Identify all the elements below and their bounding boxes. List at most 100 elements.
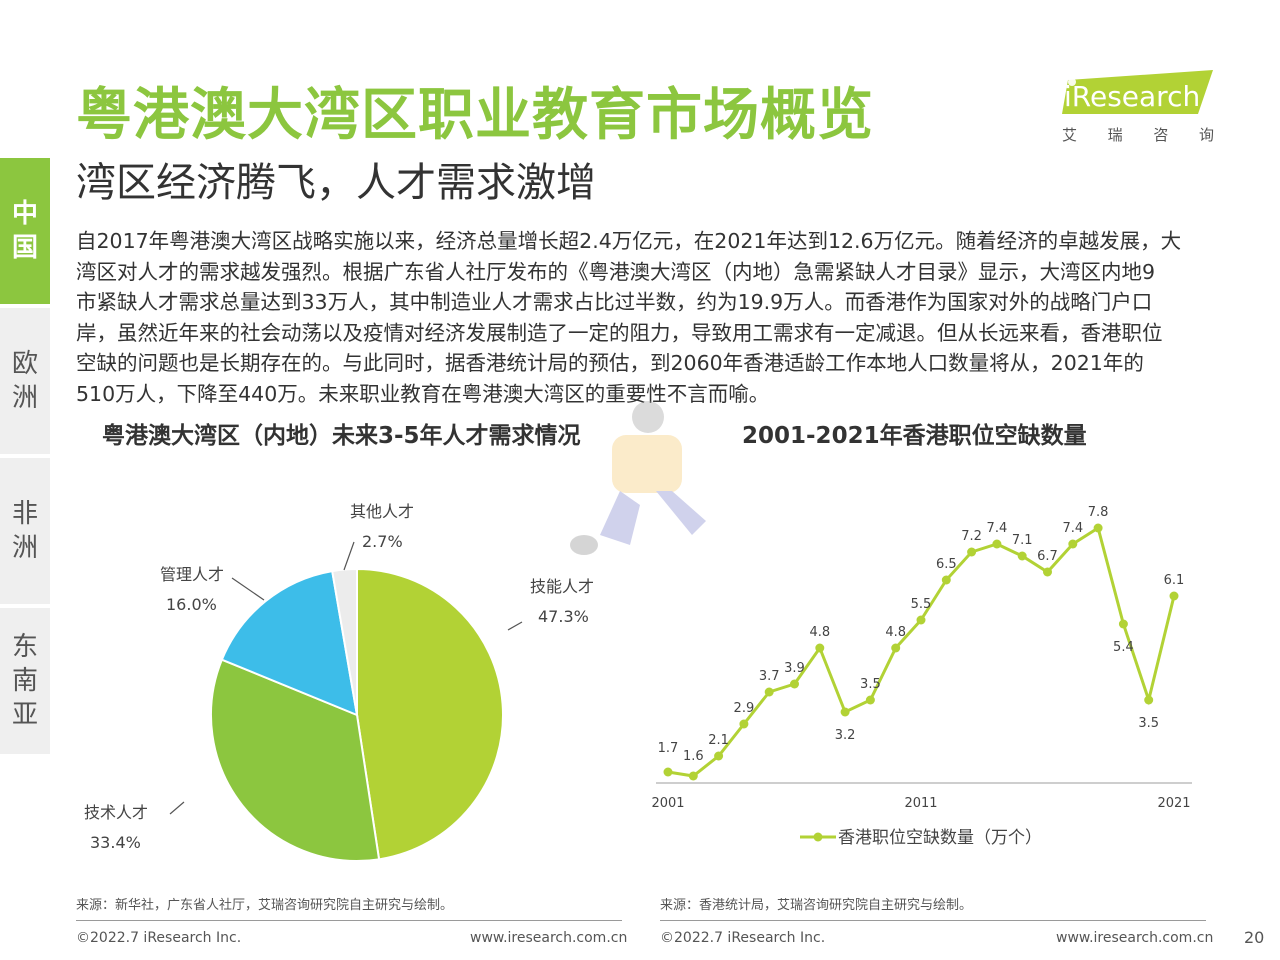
legend-label: 香港职位空缺数量（万个） (838, 828, 1042, 848)
series-point (1144, 695, 1154, 705)
logo-char: 瑞 (1107, 126, 1123, 144)
pie-value-label: 47.3% (538, 607, 589, 626)
series-point (739, 719, 749, 729)
pie-slice (220, 569, 359, 717)
running-figure-watermark (570, 401, 706, 555)
pie-value-label: 33.4% (90, 833, 141, 852)
intro-paragraph: 自2017年粤港澳大湾区战略实施以来，经济总量增长超2.4万亿元，在2021年达… (76, 226, 1216, 409)
tab-label-char: 非 (11, 499, 38, 529)
pie-slice (210, 658, 381, 862)
pie-source-note: 来源：新华社，广东省人社厅，艾瑞咨询研究院自主研究与绘制。 (76, 898, 454, 913)
pie-value-label: 16.0% (166, 595, 217, 614)
pie-leader-line (169, 801, 185, 815)
data-label: 3.5 (860, 677, 881, 692)
pie-leader-line (343, 541, 355, 571)
tab-label-char: 洲 (11, 533, 38, 563)
series-point (1118, 619, 1128, 629)
paragraph-line: 自2017年粤港澳大湾区战略实施以来，经济总量增长超2.4万亿元，在2021年达… (76, 229, 1182, 253)
data-label: 1.7 (658, 741, 679, 756)
paragraph-line: 空缺的问题也是长期存在的。与此同时，据香港统计局的预估，到2060年香港适龄工作… (76, 351, 1144, 375)
data-label: 6.7 (1037, 549, 1058, 564)
tab-label-char: 洲 (11, 383, 38, 413)
pie-category-label: 技术人才 (84, 803, 148, 822)
paragraph-line: 湾区对人才的需求越发强烈。根据广东省人社厅发布的《粤港澳大湾区（内地）急需紧缺人… (76, 259, 1156, 284)
series-point (714, 751, 724, 761)
data-label: 7.8 (1088, 505, 1109, 520)
pie-chart-title: 粤港澳大湾区（内地）未来3-5年人才需求情况 (102, 423, 581, 449)
data-label: 2.9 (734, 701, 755, 716)
copyright-right: ©2022.7 iResearch Inc. (660, 930, 826, 946)
pie-value-label: 2.7% (362, 532, 403, 551)
series-line (667, 525, 1176, 778)
tab-southeast-asia[interactable]: 东 南 亚 (0, 608, 50, 754)
series-point (1169, 591, 1179, 601)
series-point (663, 767, 673, 777)
data-label: 6.1 (1164, 573, 1185, 588)
series-point (1017, 551, 1027, 561)
tab-label-char: 亚 (11, 700, 38, 730)
line-chart-title: 2001-2021年香港职位空缺数量 (742, 423, 1087, 449)
series-point (764, 687, 774, 697)
series-point (840, 707, 850, 717)
series-point (941, 575, 951, 585)
website-link-left[interactable]: www.iresearch.com.cn (470, 930, 628, 946)
website-link-right[interactable]: www.iresearch.com.cn (1056, 930, 1214, 946)
pie-leader-line (231, 577, 265, 601)
series-point (916, 615, 926, 625)
data-label: 7.4 (1062, 521, 1083, 536)
tab-label-char: 东 (11, 632, 38, 662)
data-label: 7.1 (1012, 533, 1033, 548)
pie-chart: 技能人才 47.3% 技术人才 33.4% 管理人才 16.0% 其他人才 2.7% (84, 502, 594, 862)
data-label: 2.1 (708, 733, 729, 748)
page-title: 粤港澳大湾区职业教育市场概览 (76, 83, 874, 148)
data-label: 3.7 (759, 669, 780, 684)
pie-category-label: 技能人才 (530, 577, 594, 596)
data-label: 4.8 (885, 625, 906, 640)
data-label: 3.9 (784, 661, 805, 676)
paragraph-line: 510万人，下降至440万。未来职业教育在粤港澳大湾区的重要性不言而喻。 (76, 381, 770, 406)
page-subtitle: 湾区经济腾飞，人才需求激增 (76, 160, 596, 206)
series-point (815, 643, 825, 653)
iresearch-logo: iResearch (1062, 70, 1213, 114)
tab-label-char: 国 (11, 233, 38, 263)
data-label: 1.6 (683, 749, 704, 764)
logo-chinese: 艾 瑞 咨 询 (1062, 124, 1214, 145)
data-label: 3.5 (1138, 716, 1159, 731)
page-number: 20 (1244, 928, 1265, 947)
region-sidebar: 中 国 欧 洲 非 洲 东 南 亚 (0, 158, 50, 758)
data-label: 7.2 (961, 529, 982, 544)
data-label: 7.4 (987, 521, 1008, 536)
copyright-left: ©2022.7 iResearch Inc. (76, 930, 242, 946)
pie-slice (356, 567, 504, 861)
series-point (1093, 523, 1103, 533)
footer-divider-right (660, 920, 1206, 921)
series-point (1068, 539, 1078, 549)
x-tick-label: 2001 (651, 796, 684, 811)
data-label: 3.2 (835, 728, 856, 743)
logo-char: 艾 (1062, 126, 1078, 144)
pie-category-label: 管理人才 (160, 565, 224, 584)
series-point (891, 643, 901, 653)
tab-europe[interactable]: 欧 洲 (0, 308, 50, 454)
footer-divider-left (76, 920, 622, 921)
data-label: 5.4 (1113, 640, 1134, 655)
tab-africa[interactable]: 非 洲 (0, 458, 50, 604)
logo-char: 咨 (1153, 126, 1169, 144)
series-point (992, 539, 1002, 549)
series-point (790, 679, 799, 689)
pie-leader-line (507, 621, 523, 631)
tab-china[interactable]: 中 国 (0, 158, 50, 304)
series-point (865, 695, 875, 705)
data-label: 6.5 (936, 557, 957, 572)
logo-text: iResearch (1064, 80, 1200, 113)
tab-label-char: 南 (11, 666, 38, 696)
legend-marker (813, 832, 823, 842)
series-point (967, 547, 977, 557)
x-tick-label: 2021 (1157, 796, 1190, 811)
pie-category-label: 其他人才 (350, 502, 414, 521)
data-label: 4.8 (809, 625, 830, 640)
line-source-note: 来源：香港统计局，艾瑞咨询研究院自主研究与绘制。 (660, 898, 973, 913)
paragraph-line: 市紧缺人才需求总量达到33万人，其中制造业人才需求占比过半数，约为19.9万人。… (76, 290, 1153, 314)
line-chart: 1.7 1.6 2.1 2.9 3.7 3.9 4.8 3.2 3.5 4.8 5.5 6.5 7.2 7… (651, 505, 1192, 848)
tab-label-char: 欧 (11, 349, 38, 379)
